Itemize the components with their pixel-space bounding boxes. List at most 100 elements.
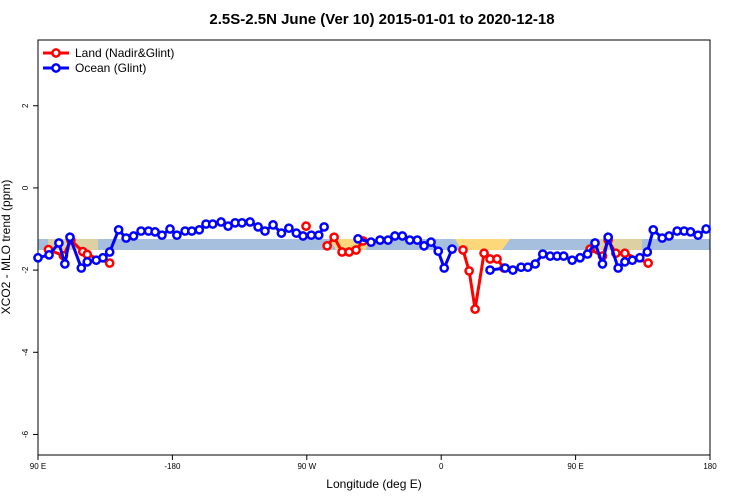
x-tick-label: 0	[439, 462, 444, 471]
x-axis-label: Longitude (deg E)	[326, 477, 421, 491]
point	[298, 231, 308, 241]
point	[582, 249, 593, 259]
point	[558, 251, 569, 261]
point	[620, 248, 630, 259]
point	[634, 252, 645, 263]
point	[458, 245, 468, 255]
point	[412, 235, 423, 245]
point	[390, 231, 400, 241]
point	[353, 234, 363, 244]
point	[351, 245, 361, 255]
point	[426, 237, 436, 248]
point	[613, 263, 624, 273]
legend-label: Land (Nadir&Glint)	[75, 46, 174, 60]
point	[216, 217, 226, 227]
point	[508, 265, 518, 275]
y-tick-label: 0	[21, 185, 30, 190]
point	[597, 259, 608, 269]
point	[306, 230, 317, 241]
point	[693, 230, 703, 241]
y-tick-label: -4	[21, 348, 30, 356]
point	[627, 255, 638, 266]
point	[470, 304, 480, 314]
point	[375, 235, 385, 245]
point	[685, 227, 696, 237]
point	[322, 241, 332, 251]
point	[648, 224, 659, 235]
point	[464, 266, 474, 276]
point	[207, 219, 218, 229]
point	[33, 252, 43, 263]
point	[172, 230, 182, 241]
point	[383, 235, 393, 245]
point	[128, 231, 139, 241]
point	[397, 231, 408, 241]
point	[485, 265, 495, 275]
point	[82, 257, 93, 267]
land-patch	[455, 239, 510, 250]
point	[366, 237, 376, 248]
point	[404, 235, 415, 245]
point	[136, 226, 146, 236]
point	[65, 232, 75, 243]
point	[165, 224, 175, 234]
point	[194, 224, 205, 235]
point	[157, 230, 167, 241]
x-tick-label: 90 E	[567, 462, 583, 471]
point	[701, 224, 711, 234]
point	[329, 232, 339, 243]
point	[575, 252, 585, 263]
point	[664, 231, 674, 241]
point	[492, 254, 502, 264]
point	[260, 226, 270, 236]
y-tick-label: 2	[21, 103, 30, 108]
point	[104, 258, 115, 268]
point	[301, 221, 311, 231]
point	[530, 259, 541, 269]
point	[44, 250, 54, 260]
x-tick-label: 90 W	[297, 462, 316, 471]
legend-marker	[51, 48, 61, 58]
point	[642, 247, 653, 257]
point	[186, 226, 197, 236]
point	[276, 228, 287, 238]
point	[104, 247, 115, 257]
point	[54, 238, 64, 248]
point	[237, 217, 247, 228]
point	[245, 217, 255, 227]
point	[98, 252, 108, 263]
point	[439, 263, 450, 273]
point	[590, 238, 600, 248]
point	[603, 232, 614, 243]
point	[284, 223, 294, 234]
point	[620, 257, 630, 267]
point	[268, 220, 278, 230]
point	[113, 224, 124, 235]
point	[319, 222, 329, 232]
point	[433, 246, 444, 257]
land-patch	[598, 239, 642, 250]
point	[76, 263, 87, 273]
point	[82, 249, 93, 260]
point	[643, 258, 654, 268]
legend-marker	[51, 63, 61, 73]
point	[479, 248, 489, 259]
point	[253, 222, 263, 232]
point	[522, 262, 533, 273]
y-tick-label: -6	[21, 430, 30, 438]
point	[419, 241, 429, 251]
point	[537, 249, 548, 259]
point	[121, 233, 131, 243]
x-tick-label: 180	[703, 462, 717, 471]
point	[567, 255, 578, 266]
point	[60, 259, 70, 269]
x-tick-label: -180	[164, 462, 181, 471]
plot-frame	[37, 39, 711, 456]
chart-title: 2.5S-2.5N June (Ver 10) 2015-01-01 to 20…	[209, 11, 554, 28]
legend-label: Ocean (Glint)	[75, 61, 146, 75]
point	[313, 230, 324, 241]
y-axis-label: XCO2 - MLO trend (ppm)	[0, 180, 13, 315]
y-tick-label: -2	[21, 266, 30, 274]
x-tick-label: 90 E	[30, 462, 46, 471]
